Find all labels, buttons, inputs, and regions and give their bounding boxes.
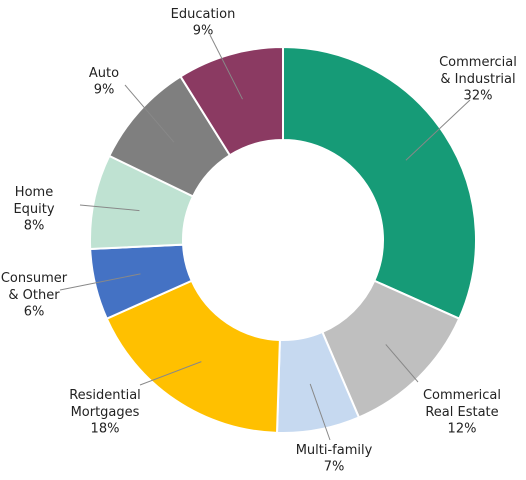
value-label: 12% xyxy=(448,422,477,437)
leader-line xyxy=(139,361,202,386)
category-label: Auto xyxy=(89,66,119,81)
category-label: Consumer & Other xyxy=(1,271,68,303)
value-label: 8% xyxy=(24,219,45,234)
value-label: 7% xyxy=(324,460,345,475)
label-line: Commerical xyxy=(423,388,501,403)
label-line: Residential xyxy=(69,388,141,403)
category-label: Home Equity xyxy=(13,185,54,217)
label-line: Education xyxy=(171,7,236,22)
donut-slice xyxy=(179,45,284,157)
category-label: Education xyxy=(171,7,236,22)
leader-line xyxy=(124,84,175,143)
label-line: & Other xyxy=(8,288,60,303)
label-line: Real Estate xyxy=(425,405,498,420)
donut-slice xyxy=(282,45,477,321)
donut-slice xyxy=(105,279,281,434)
value-label: 18% xyxy=(91,422,120,437)
leader-line xyxy=(59,273,141,291)
category-label: Multi-family xyxy=(296,443,373,458)
leader-line xyxy=(209,34,243,100)
value-label: 32% xyxy=(464,89,493,104)
leader-line xyxy=(309,383,331,441)
label-line: Mortgages xyxy=(71,405,140,420)
leader-line xyxy=(385,344,419,383)
label-line: & Industrial xyxy=(440,72,515,87)
value-label: 6% xyxy=(24,305,45,320)
label-line: Consumer xyxy=(1,271,68,286)
leader-line xyxy=(405,99,471,161)
leader-line xyxy=(79,204,140,212)
category-label: Commercial & Industrial xyxy=(439,55,517,87)
label-line: Commercial xyxy=(439,55,517,70)
value-label: 9% xyxy=(193,24,214,39)
category-label: Residential Mortgages xyxy=(69,388,141,420)
label-line: Multi-family xyxy=(296,443,373,458)
category-label: Commerical Real Estate xyxy=(423,388,501,420)
value-label: 9% xyxy=(94,83,115,98)
label-line: Equity xyxy=(13,202,54,217)
label-line: Auto xyxy=(89,66,119,81)
label-line: Home xyxy=(15,185,53,200)
